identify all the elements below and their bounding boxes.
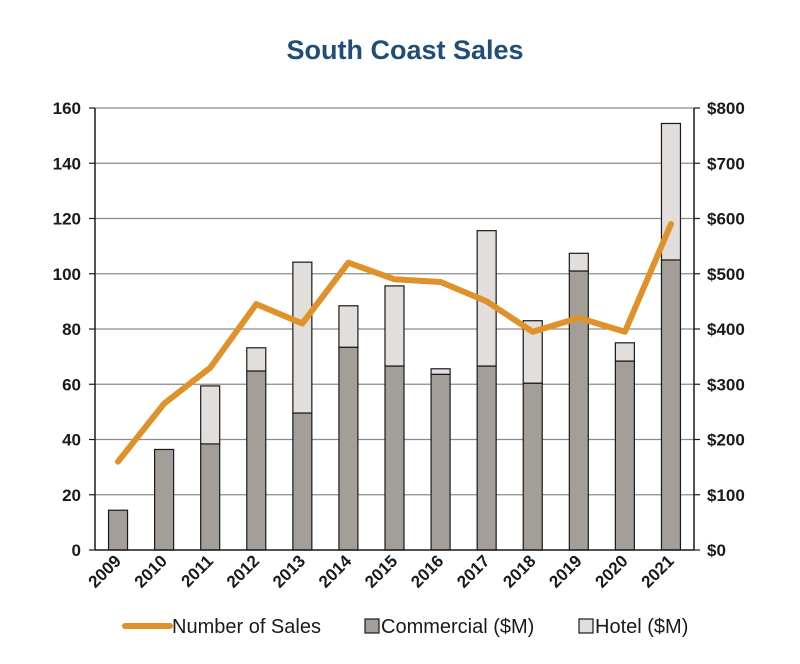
bar-hotel	[292, 261, 313, 414]
bar-hotel	[522, 320, 543, 384]
bar-commercial	[107, 509, 129, 551]
bar-commercial	[384, 365, 405, 551]
legend-label-hotel: Hotel ($M)	[595, 616, 688, 638]
x-tick-label: 2020	[592, 551, 632, 591]
x-tick-label: 2019	[545, 551, 585, 591]
chart-title: South Coast Sales	[286, 35, 523, 65]
right-tick-label: $200	[707, 431, 745, 450]
x-axis-labels: 2009 2010 2011 2012 2013 2014 2015 2016 2017 2018…	[85, 551, 678, 592]
x-tick-label: 2017	[453, 551, 493, 591]
right-tick-label: $300	[707, 375, 745, 394]
x-tick-label: 2014	[315, 551, 356, 592]
x-tick-label: 2010	[131, 551, 171, 591]
left-axis-ticks: 0 20 40 60 80 100 120 140 160	[53, 99, 95, 560]
right-axis-ticks: $0 $100 $200 $300 $400 $500 $600 $700 $800	[694, 99, 745, 560]
bar-series	[107, 122, 682, 551]
bar-commercial	[660, 259, 682, 551]
bar-hotel	[384, 285, 405, 367]
bar-commercial	[292, 412, 313, 551]
bar-commercial	[338, 346, 359, 551]
bar-hotel	[660, 122, 682, 261]
line-point-number-of-sales	[163, 403, 165, 405]
bar-hotel	[338, 305, 359, 348]
bar-commercial	[522, 382, 543, 551]
bar-commercial	[200, 443, 221, 551]
line-point-number-of-sales	[394, 278, 395, 280]
bar-commercial	[568, 270, 589, 551]
left-tick-label: 0	[72, 541, 81, 560]
bar-hotel	[568, 252, 589, 272]
left-tick-label: 160	[53, 99, 81, 118]
line-point-number-of-sales	[624, 331, 626, 333]
x-tick-label: 2011	[178, 551, 218, 591]
bar-commercial	[246, 370, 267, 551]
left-tick-label: 20	[62, 486, 81, 505]
x-tick-label: 2012	[223, 551, 263, 591]
x-tick-label: 2016	[407, 551, 447, 591]
right-tick-label: $700	[707, 154, 745, 173]
x-tick-label: 2013	[269, 551, 309, 591]
line-point-number-of-sales	[301, 322, 303, 324]
line-point-number-of-sales	[486, 300, 488, 302]
line-point-number-of-sales	[578, 317, 580, 319]
bar-commercial	[154, 448, 175, 551]
left-tick-label: 120	[53, 210, 81, 229]
left-tick-label: 60	[62, 375, 81, 394]
bar-commercial	[614, 360, 635, 551]
x-tick-label: 2009	[85, 551, 125, 591]
legend: Number of Sales Commercial ($M) Hotel ($…	[122, 616, 688, 638]
bar-hotel	[430, 368, 451, 375]
legend-swatch-commercial	[364, 618, 380, 634]
bar-hotel	[246, 347, 267, 372]
bar-hotel	[614, 342, 635, 362]
right-tick-label: $400	[707, 320, 745, 339]
legend-swatch-hotel	[578, 618, 594, 634]
line-point-number-of-sales	[347, 262, 349, 264]
right-tick-label: $0	[707, 541, 726, 560]
line-point-number-of-sales	[532, 331, 534, 333]
left-tick-label: 140	[53, 154, 81, 173]
bar-commercial	[476, 365, 497, 551]
right-tick-label: $800	[707, 99, 745, 118]
line-point-number-of-sales	[255, 303, 257, 305]
bar-hotel	[200, 385, 221, 445]
line-point-number-of-sales	[117, 461, 119, 463]
line-point-number-of-sales	[440, 281, 442, 283]
legend-label-number-of-sales: Number of Sales	[172, 616, 321, 638]
x-tick-label: 2015	[361, 551, 401, 591]
right-tick-label: $500	[707, 265, 745, 284]
left-tick-label: 100	[53, 265, 81, 284]
x-tick-label: 2021	[638, 551, 678, 591]
legend-label-commercial: Commercial ($M)	[381, 616, 534, 638]
right-tick-label: $100	[707, 486, 745, 505]
bar-commercial	[430, 373, 451, 551]
left-tick-label: 40	[62, 431, 81, 450]
right-tick-label: $600	[707, 210, 745, 229]
line-point-number-of-sales	[670, 223, 672, 225]
line-series	[115, 221, 674, 465]
line-point-number-of-sales	[209, 367, 211, 369]
x-tick-label: 2018	[499, 551, 539, 591]
left-tick-label: 80	[62, 320, 81, 339]
